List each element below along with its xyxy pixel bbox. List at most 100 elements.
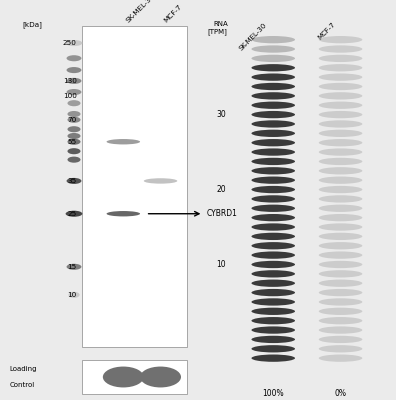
Ellipse shape [251,74,295,81]
Ellipse shape [319,336,362,343]
Ellipse shape [319,55,362,62]
Ellipse shape [251,139,295,146]
Ellipse shape [319,242,362,250]
Text: MCF-7: MCF-7 [317,22,337,41]
Ellipse shape [319,176,362,184]
Bar [82,360,187,394]
Ellipse shape [67,264,82,270]
Ellipse shape [251,205,295,212]
Ellipse shape [66,211,82,217]
Ellipse shape [67,55,82,61]
Ellipse shape [251,326,295,334]
Ellipse shape [251,242,295,250]
Bar [82,26,187,347]
Ellipse shape [319,83,362,90]
Ellipse shape [107,139,140,144]
Ellipse shape [67,117,80,123]
Ellipse shape [251,317,295,324]
Ellipse shape [251,354,295,362]
Text: Low: Low [153,368,168,376]
Ellipse shape [319,326,362,334]
Text: MCF-7: MCF-7 [162,3,183,24]
Ellipse shape [251,195,295,202]
Ellipse shape [67,139,80,145]
Ellipse shape [319,139,362,146]
Ellipse shape [319,261,362,268]
Text: 30: 30 [216,110,226,119]
Ellipse shape [319,270,362,278]
Ellipse shape [67,126,80,132]
Ellipse shape [251,289,295,296]
Text: 20: 20 [216,185,226,194]
Text: 100%: 100% [263,389,284,398]
Ellipse shape [251,167,295,174]
Ellipse shape [67,67,82,73]
Ellipse shape [319,195,362,202]
Text: Control: Control [10,382,35,388]
Text: 35: 35 [68,178,77,184]
Ellipse shape [319,74,362,81]
Text: 15: 15 [68,264,77,270]
Ellipse shape [319,186,362,193]
Ellipse shape [319,64,362,72]
Ellipse shape [67,78,82,84]
Ellipse shape [319,148,362,156]
Ellipse shape [251,186,295,193]
Text: Loading: Loading [10,366,37,372]
Ellipse shape [67,111,80,117]
Ellipse shape [319,233,362,240]
Ellipse shape [319,92,362,100]
Ellipse shape [319,167,362,174]
Text: 10: 10 [216,260,226,269]
Ellipse shape [319,345,362,352]
Ellipse shape [251,111,295,118]
Text: CYBRD1: CYBRD1 [207,209,238,218]
Ellipse shape [251,45,295,53]
Ellipse shape [319,120,362,128]
Ellipse shape [319,158,362,165]
Ellipse shape [319,354,362,362]
Ellipse shape [319,252,362,259]
Ellipse shape [251,261,295,268]
Text: SK-MEL-30: SK-MEL-30 [125,0,156,24]
Text: SK-MEL-30: SK-MEL-30 [238,22,267,51]
Ellipse shape [319,317,362,324]
Text: 100: 100 [63,94,77,100]
Ellipse shape [251,280,295,287]
Ellipse shape [140,366,181,388]
Ellipse shape [319,298,362,306]
Ellipse shape [251,345,295,352]
Ellipse shape [251,270,295,278]
Ellipse shape [319,289,362,296]
Ellipse shape [319,130,362,137]
Ellipse shape [251,308,295,315]
Text: 25: 25 [68,211,77,217]
Ellipse shape [251,64,295,72]
Ellipse shape [251,336,295,343]
Ellipse shape [67,148,80,154]
Text: [kDa]: [kDa] [23,21,43,28]
Ellipse shape [251,233,295,240]
Ellipse shape [251,130,295,137]
Ellipse shape [103,366,144,388]
Text: 10: 10 [68,292,77,298]
Ellipse shape [251,120,295,128]
Ellipse shape [319,111,362,118]
Ellipse shape [251,223,295,231]
Ellipse shape [319,280,362,287]
Ellipse shape [67,133,80,139]
Ellipse shape [67,100,80,106]
Ellipse shape [319,102,362,109]
Ellipse shape [319,223,362,231]
Ellipse shape [251,102,295,109]
Ellipse shape [66,40,82,46]
Text: RNA
[TPM]: RNA [TPM] [208,22,228,35]
Ellipse shape [251,158,295,165]
Ellipse shape [69,292,80,298]
Text: 0%: 0% [335,389,346,398]
Ellipse shape [319,205,362,212]
Ellipse shape [251,148,295,156]
Ellipse shape [251,298,295,306]
Text: 70: 70 [68,117,77,123]
Ellipse shape [251,36,295,43]
